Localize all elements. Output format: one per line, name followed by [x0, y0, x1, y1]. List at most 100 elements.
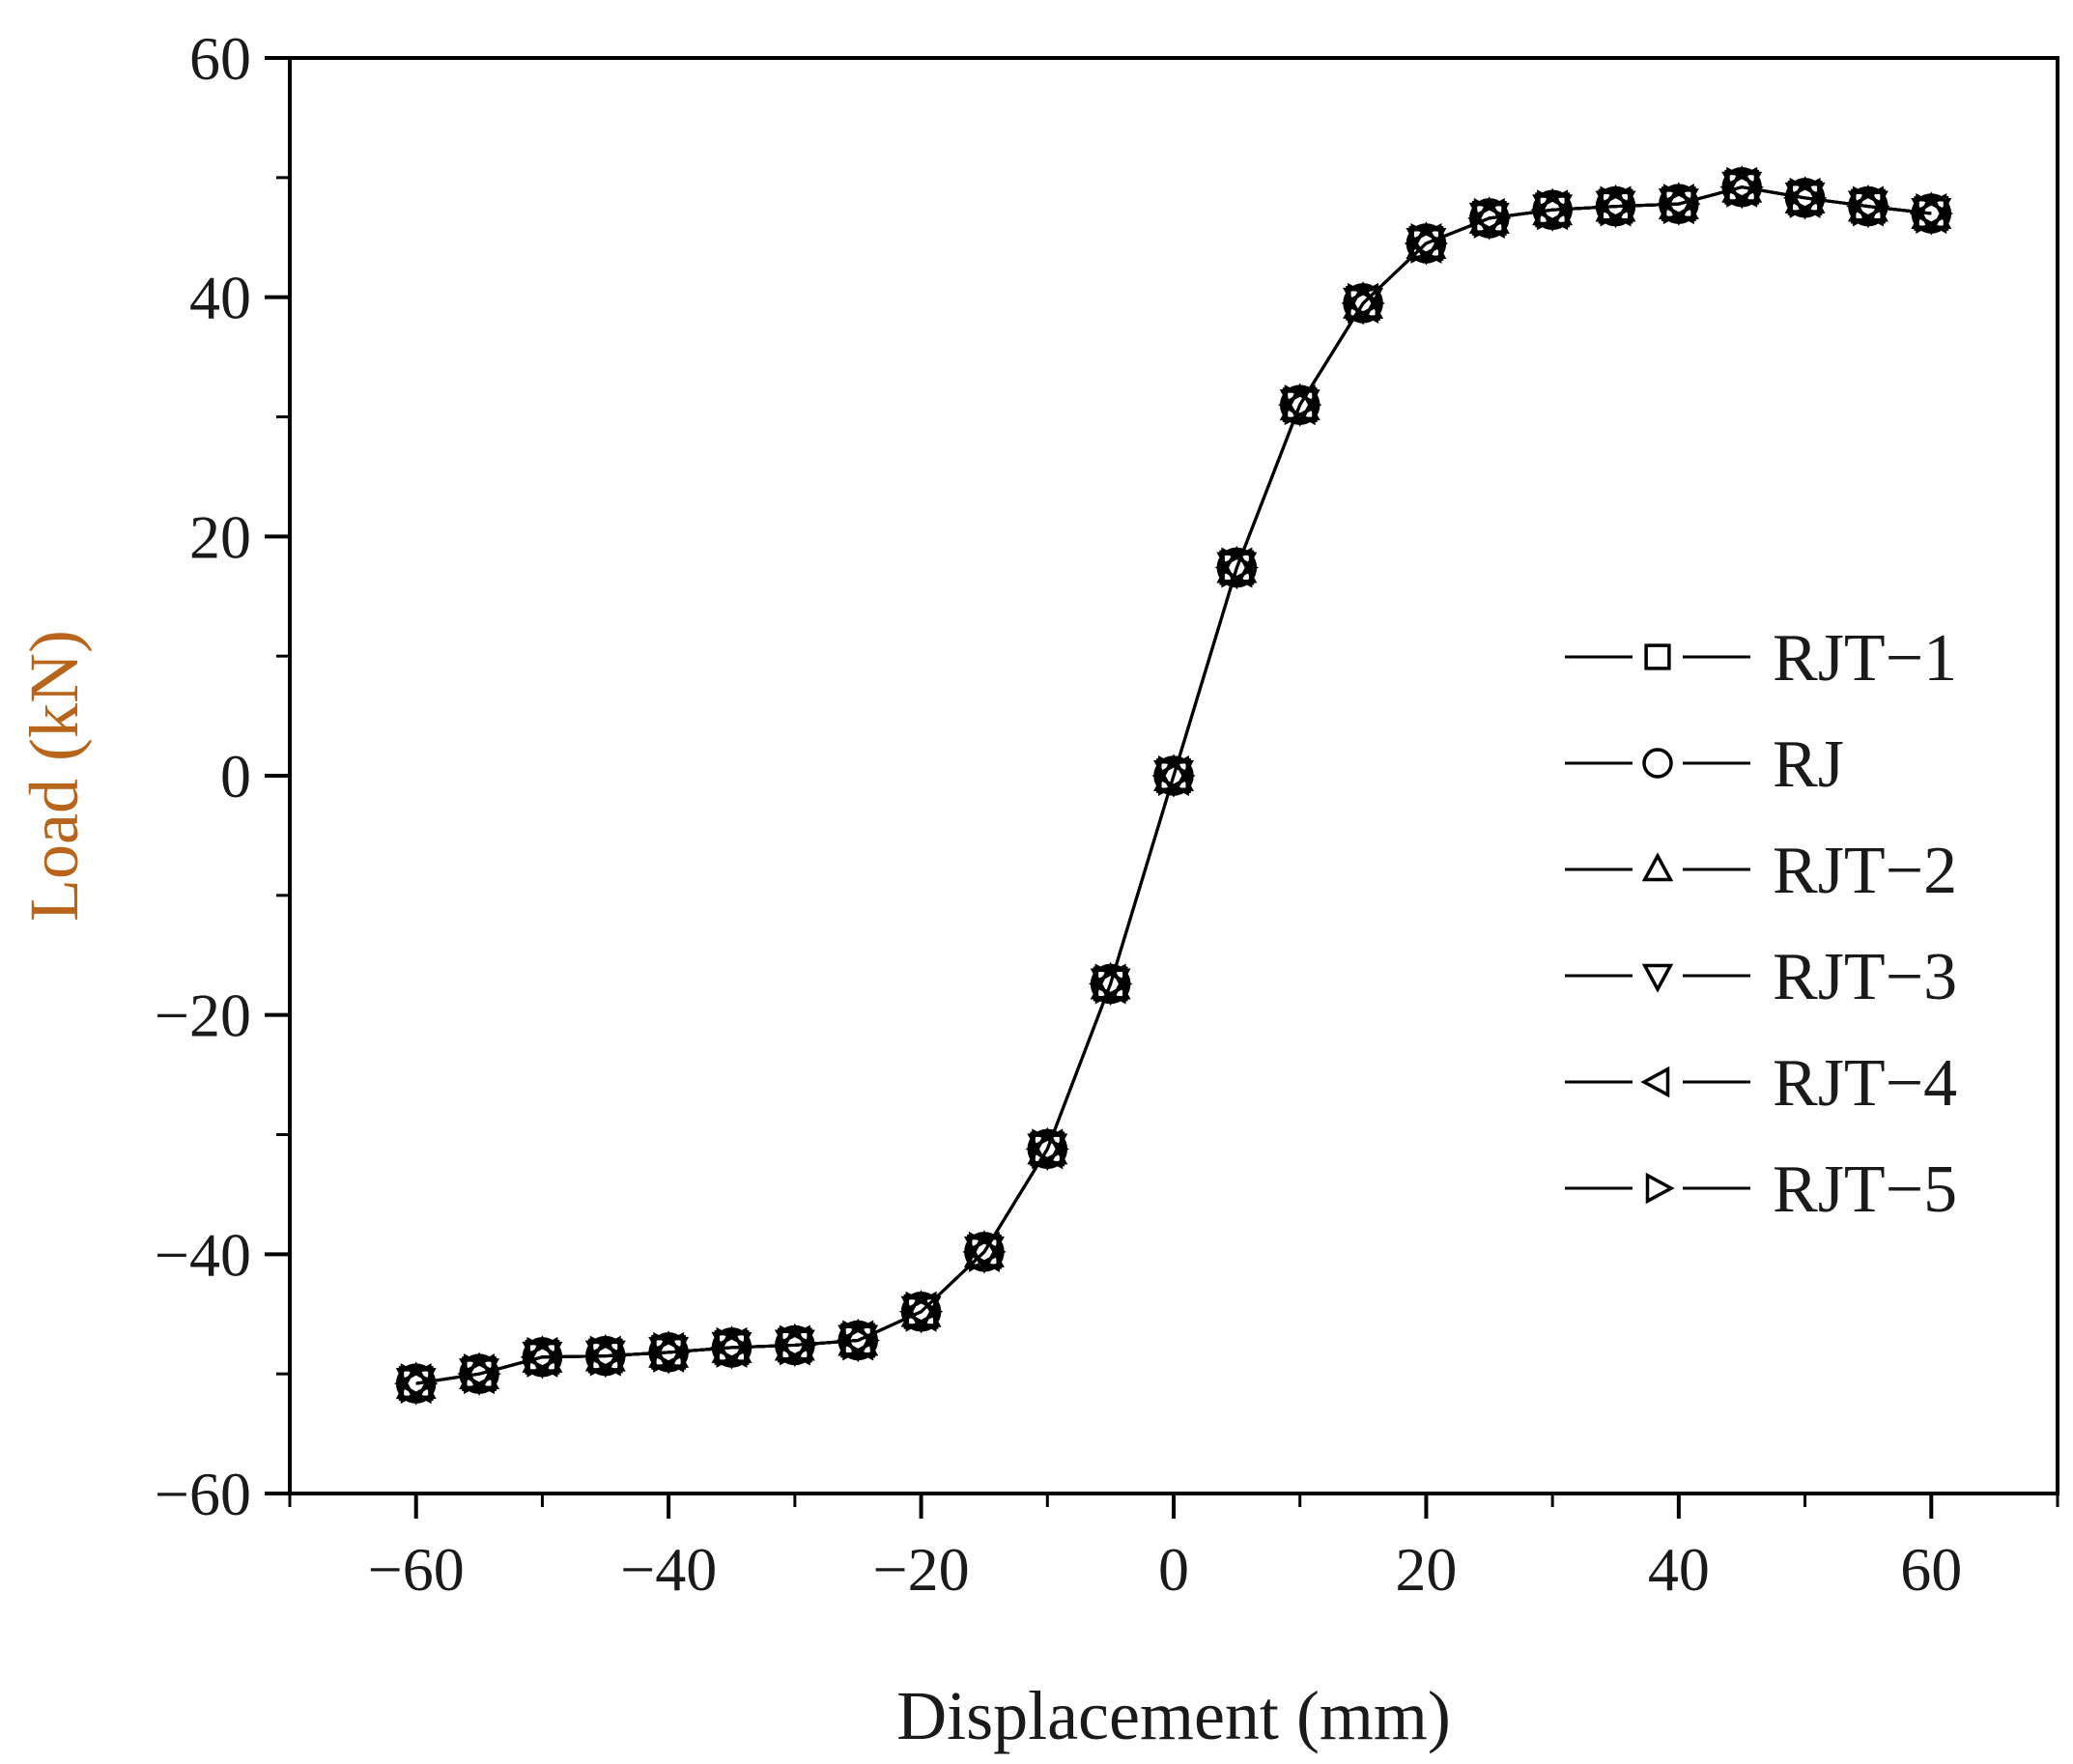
data-point-rjt-2	[1658, 182, 1699, 220]
data-point-rjt-3	[1784, 182, 1826, 220]
data-point-rjt-2	[838, 1318, 879, 1356]
data-point-rjt-5	[1094, 963, 1133, 1005]
data-point-rjt-3	[584, 1340, 626, 1379]
data-point-rjt-2	[1911, 191, 1952, 229]
data-point-rjt-3	[900, 1295, 942, 1334]
x-tick-label: 20	[1395, 1535, 1457, 1604]
legend-label: RJT−3	[1773, 940, 1957, 1014]
data-point-rjt-4	[1719, 166, 1758, 208]
data-point-rjt-2	[1216, 545, 1258, 583]
data-point-rjt-5	[1221, 547, 1260, 588]
data-point-rjt-5	[1662, 184, 1701, 225]
data-point-rjt-2	[1595, 184, 1636, 222]
data-point-rjt-2	[1847, 184, 1888, 222]
data-point-rjt-3	[774, 1329, 815, 1368]
data-point-rjt-3	[1468, 202, 1510, 241]
x-tick-label: −20	[873, 1535, 970, 1604]
data-point-rjt-2	[1468, 196, 1510, 234]
series-lines	[415, 185, 1932, 1385]
data-point-rjt-5	[1158, 755, 1196, 796]
data-point-rjt-4	[1151, 755, 1189, 796]
data-point-rjt-3	[1216, 552, 1258, 590]
legend-label: RJ	[1773, 727, 1844, 802]
data-point-rjt-3	[1406, 227, 1447, 266]
data-point-rjt-3	[1911, 197, 1952, 236]
data-point-rjt-5	[779, 1324, 817, 1366]
legend-label: RJT−2	[1773, 834, 1957, 908]
data-point-rjt-4	[646, 1331, 685, 1373]
data-point-rjt-5	[716, 1326, 754, 1368]
axis-ticks	[265, 56, 2059, 1519]
data-point-rjt-5	[1600, 185, 1638, 227]
legend-marker-triangle-down	[1641, 963, 1674, 993]
data-point-rjt-4	[457, 1353, 496, 1395]
data-point-rjt-4	[583, 1335, 621, 1377]
data-point-rjt-5	[1348, 282, 1385, 324]
data-point-rjt-4	[836, 1320, 874, 1361]
data-point-rjt-4	[1467, 197, 1505, 239]
data-point-rjt-3	[1658, 188, 1699, 226]
data-point-rjt-3	[838, 1324, 879, 1363]
data-point-rjt-3	[1595, 190, 1636, 229]
x-tick-label: 0	[1158, 1535, 1189, 1604]
legend-marker-circle	[1642, 748, 1673, 779]
data-point-rjt-4	[773, 1324, 810, 1366]
x-tick-label: 40	[1648, 1535, 1710, 1604]
legend-marker-triangle-up	[1641, 852, 1674, 882]
series-markers	[394, 165, 1953, 1406]
data-point-rjt-4	[1846, 185, 1884, 227]
data-point-rjt-4	[1530, 189, 1569, 231]
data-point-rjt-2	[774, 1323, 815, 1361]
data-point-rjt-5	[1726, 166, 1764, 208]
y-tick-labels: −60 −40 −20 0 20 40 60	[155, 24, 251, 1528]
y-tick-label: 20	[189, 502, 251, 571]
data-point-rjt-2	[900, 1290, 942, 1327]
data-point-rjt-5	[1537, 189, 1575, 231]
x-tick-label: −60	[368, 1535, 465, 1604]
data-point-rjt-4	[1782, 177, 1821, 218]
data-point-rjt-4	[962, 1231, 1000, 1272]
data-point-rjt-2	[1784, 176, 1826, 213]
data-point-rjt-5	[905, 1291, 944, 1332]
legend: RJT−1 RJ RJT−2 RJT−3 RJT−4 RJT−5	[1565, 621, 1957, 1227]
data-point-rjt-5	[1473, 197, 1512, 239]
data-point-rjt-3	[1343, 287, 1384, 326]
data-point-rjt-5	[1916, 192, 1953, 234]
data-point-rjt-2	[1406, 221, 1447, 259]
data-point-rjt-4	[1593, 185, 1632, 227]
data-point-rjt-4	[394, 1363, 432, 1405]
legend-label: RJT−4	[1773, 1046, 1957, 1121]
y-tick-label: −60	[155, 1460, 251, 1528]
data-point-rjt-5	[968, 1231, 1007, 1272]
data-point-rjt-3	[1090, 968, 1131, 1007]
y-tick-label: 40	[189, 264, 251, 332]
data-point-rjt-3	[1027, 1133, 1068, 1172]
data-point-rjt-3	[522, 1341, 563, 1380]
data-point-rjt-4	[898, 1291, 937, 1332]
legend-label: RJT−5	[1773, 1152, 1957, 1227]
data-point-rjt-5	[1852, 185, 1890, 227]
x-tick-label: −40	[620, 1535, 717, 1604]
data-point-rjt-5	[1284, 384, 1322, 426]
data-point-rjt-2	[1721, 165, 1763, 203]
y-axis-title: Load (kN)	[15, 630, 93, 922]
data-point-rjt-3	[1153, 760, 1194, 798]
legend-marker-triangle-left	[1640, 1066, 1670, 1098]
data-point-rjt-3	[711, 1331, 753, 1370]
data-point-rjt-2	[584, 1333, 626, 1372]
y-tick-label: 0	[220, 742, 251, 811]
data-point-rjt-2	[522, 1335, 563, 1373]
data-point-rjt-2	[648, 1330, 690, 1368]
y-tick-label: −20	[155, 982, 251, 1050]
x-tick-labels: −60 −40 −20 0 20 40 60	[368, 1535, 1963, 1604]
x-axis-title: Displacement (mm)	[896, 1677, 1451, 1754]
y-tick-label: −40	[155, 1220, 251, 1289]
data-point-rjt-4	[1278, 384, 1316, 426]
data-point-rjt-4	[1214, 547, 1253, 588]
data-point-rjt-2	[1027, 1126, 1068, 1165]
data-point-rjt-5	[1410, 222, 1449, 264]
data-point-rjt-2	[395, 1361, 437, 1400]
data-point-rjt-2	[1532, 187, 1574, 226]
data-point-rjt-2	[963, 1230, 1005, 1267]
